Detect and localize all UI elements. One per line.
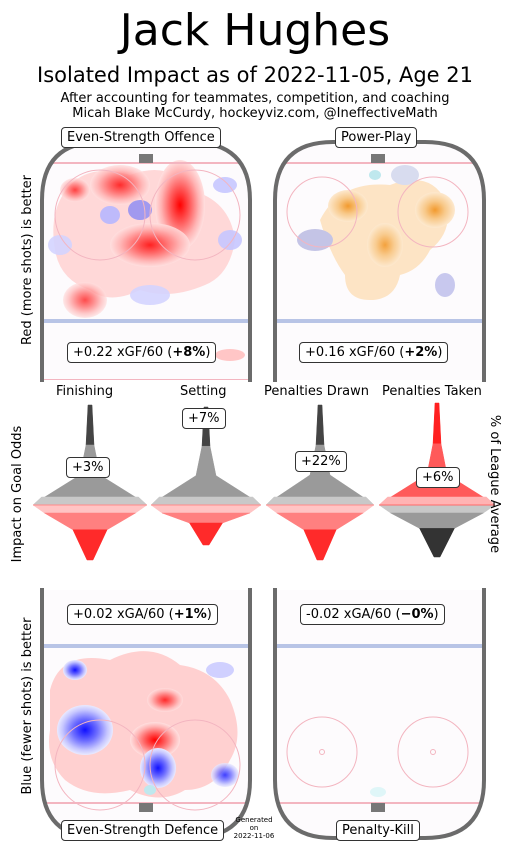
category-label-penalties-taken: Penalties Taken: [382, 384, 482, 399]
violin-penalties-drawn-upper-base: [273, 474, 367, 500]
violin-finishing-lower-edge: [32, 504, 148, 514]
violin-finishing-upper-base: [40, 474, 140, 500]
violin-penalties-drawn-lower-tip: [303, 529, 337, 561]
category-label-finishing: Finishing: [56, 384, 114, 399]
violin-finishing-lower-tip: [72, 529, 108, 561]
es-defence-stat: +0.02 xGA/60 (+1%): [67, 604, 218, 625]
category-label-penalties-drawn: Penalties Drawn: [264, 384, 369, 399]
violin-setting-lower-tip: [189, 522, 223, 546]
penalty-kill-label: Penalty-Kill: [336, 820, 420, 841]
es-offence-label: Even-Strength Offence: [61, 127, 221, 148]
violin-setting-lower-mid: [161, 512, 251, 524]
violin-penalties-drawn-lower-edge: [265, 504, 375, 514]
violin-penalties-taken-lower-edge: [378, 504, 496, 514]
chart-subtitle: Isolated Impact as of 2022-11-05, Age 21: [37, 63, 473, 87]
es-defence-heatmap: [42, 644, 250, 811]
left-axis-label-bottom: Blue (fewer shots) is better: [20, 617, 35, 795]
violin-penalties-drawn-upper-edge: [265, 496, 375, 506]
es-offence-rink: [40, 140, 252, 382]
violin-setting-upper-mid: [195, 445, 217, 476]
violin-penalties-drawn-upper-tip: [315, 404, 325, 446]
left-axis-label-top: Red (more shots) is better: [20, 174, 35, 346]
violin-setting-lower-edge: [150, 504, 262, 514]
violin-penalties-taken-lower-mid: [390, 512, 484, 529]
value-label-penalties-drawn: +22%: [295, 451, 347, 472]
chart-title: Jack Hughes: [119, 5, 391, 56]
left-axis-label-middle: Impact on Goal Odds: [10, 425, 25, 563]
power-play-stat: +0.16 xGF/60 (+2%): [299, 342, 449, 363]
power-play-rink: [273, 140, 486, 382]
es-offence-heatmap: [42, 160, 250, 380]
violin-finishing-upper-edge: [32, 496, 148, 506]
right-axis-label: % of League Average: [487, 414, 502, 554]
power-play-label: Power-Play: [335, 127, 418, 148]
es-offence-stat: +0.22 xGF/60 (+8%): [67, 342, 217, 363]
power-play-heatmap: [275, 162, 484, 323]
violin-finishing-lower-mid: [43, 512, 137, 530]
violin-setting-upper-edge: [150, 496, 262, 506]
violin-penalties-drawn-lower-mid: [275, 512, 365, 530]
generated-note: Generated on 2022-11-06: [233, 816, 275, 840]
subtitle-note-2: Micah Blake McCurdy, hockeyviz.com, @Ine…: [72, 106, 438, 121]
category-label-setting: Setting: [180, 384, 227, 399]
penalty-kill-stat: -0.02 xGA/60 (−0%): [300, 604, 445, 625]
value-label-setting: +7%: [182, 408, 226, 429]
penalty-kill-rink: [273, 588, 486, 840]
es-defence-label: Even-Strength Defence: [61, 820, 225, 841]
es-defence-rink: [40, 588, 252, 840]
violin-finishing-upper-tip: [85, 404, 95, 446]
subtitle-note-1: After accounting for teammates, competit…: [60, 91, 450, 106]
violin-penalties-taken-upper-tip: [432, 402, 442, 445]
violin-setting-upper-base: [158, 475, 254, 500]
value-label-finishing: +3%: [66, 457, 110, 478]
value-label-penalties-taken: +6%: [416, 467, 460, 488]
violin-penalties-taken-upper-edge: [378, 496, 496, 506]
violin-penalties-taken-lower-tip: [419, 528, 455, 558]
